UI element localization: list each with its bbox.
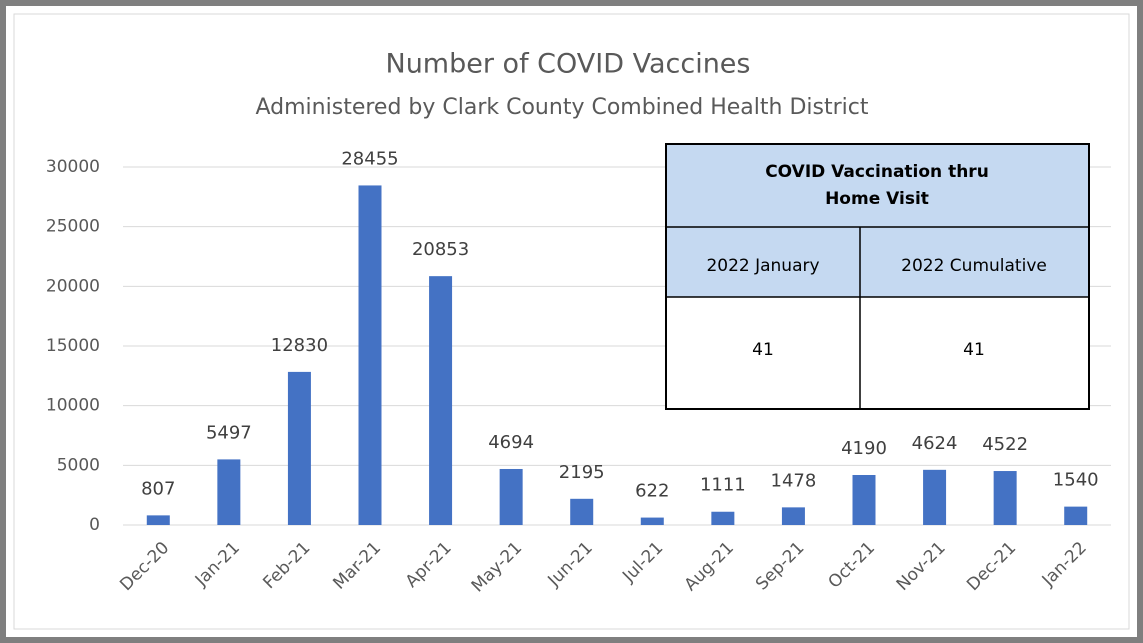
bar bbox=[993, 471, 1017, 525]
data-label: 1111 bbox=[700, 475, 746, 496]
bar bbox=[146, 515, 170, 525]
data-label: 4190 bbox=[841, 438, 887, 459]
chart-title: Number of COVID Vaccines bbox=[386, 49, 751, 80]
data-label: 4694 bbox=[488, 432, 534, 453]
table-title: COVID Vaccination thru bbox=[765, 162, 989, 182]
data-label: 622 bbox=[635, 481, 669, 502]
y-tick-label: 10000 bbox=[46, 396, 100, 416]
data-label: 5497 bbox=[206, 422, 252, 443]
table-body-bg bbox=[666, 297, 1089, 409]
bar bbox=[711, 511, 735, 525]
y-tick-label: 0 bbox=[89, 515, 100, 535]
data-label: 28455 bbox=[341, 148, 398, 169]
data-label: 4522 bbox=[982, 434, 1028, 455]
bar bbox=[287, 371, 311, 525]
table-title: Home Visit bbox=[825, 189, 929, 209]
data-label: 807 bbox=[141, 478, 175, 499]
data-label: 1540 bbox=[1053, 470, 1099, 491]
table-cell: 41 bbox=[963, 340, 985, 360]
info-table: COVID Vaccination thru Home Visit 2022 J… bbox=[665, 143, 1090, 410]
bar bbox=[570, 498, 594, 525]
bar bbox=[217, 459, 241, 525]
y-tick-label: 25000 bbox=[46, 217, 100, 237]
data-label: 4624 bbox=[912, 433, 958, 454]
table-header: 2022 Cumulative bbox=[901, 256, 1047, 276]
bar bbox=[499, 468, 523, 525]
table-header-bg bbox=[666, 144, 1089, 297]
bar bbox=[1064, 506, 1088, 525]
bar bbox=[429, 276, 453, 525]
bar bbox=[640, 517, 664, 525]
data-label: 1478 bbox=[771, 470, 817, 491]
y-tick-label: 5000 bbox=[57, 455, 100, 475]
data-label: 2195 bbox=[559, 462, 605, 483]
data-label: 12830 bbox=[271, 335, 328, 356]
table-cell: 41 bbox=[752, 340, 774, 360]
bar bbox=[358, 185, 382, 525]
data-label: 20853 bbox=[412, 239, 469, 260]
bar bbox=[923, 469, 947, 525]
chart-border bbox=[13, 13, 1130, 630]
y-tick-label: 20000 bbox=[46, 276, 100, 296]
bar bbox=[852, 474, 876, 525]
chart-subtitle: Administered by Clark County Combined He… bbox=[256, 95, 869, 120]
y-tick-label: 15000 bbox=[46, 336, 100, 356]
table-header: 2022 January bbox=[706, 256, 819, 276]
table-border bbox=[665, 143, 1090, 410]
bar bbox=[781, 507, 805, 525]
y-tick-label: 30000 bbox=[46, 157, 100, 177]
